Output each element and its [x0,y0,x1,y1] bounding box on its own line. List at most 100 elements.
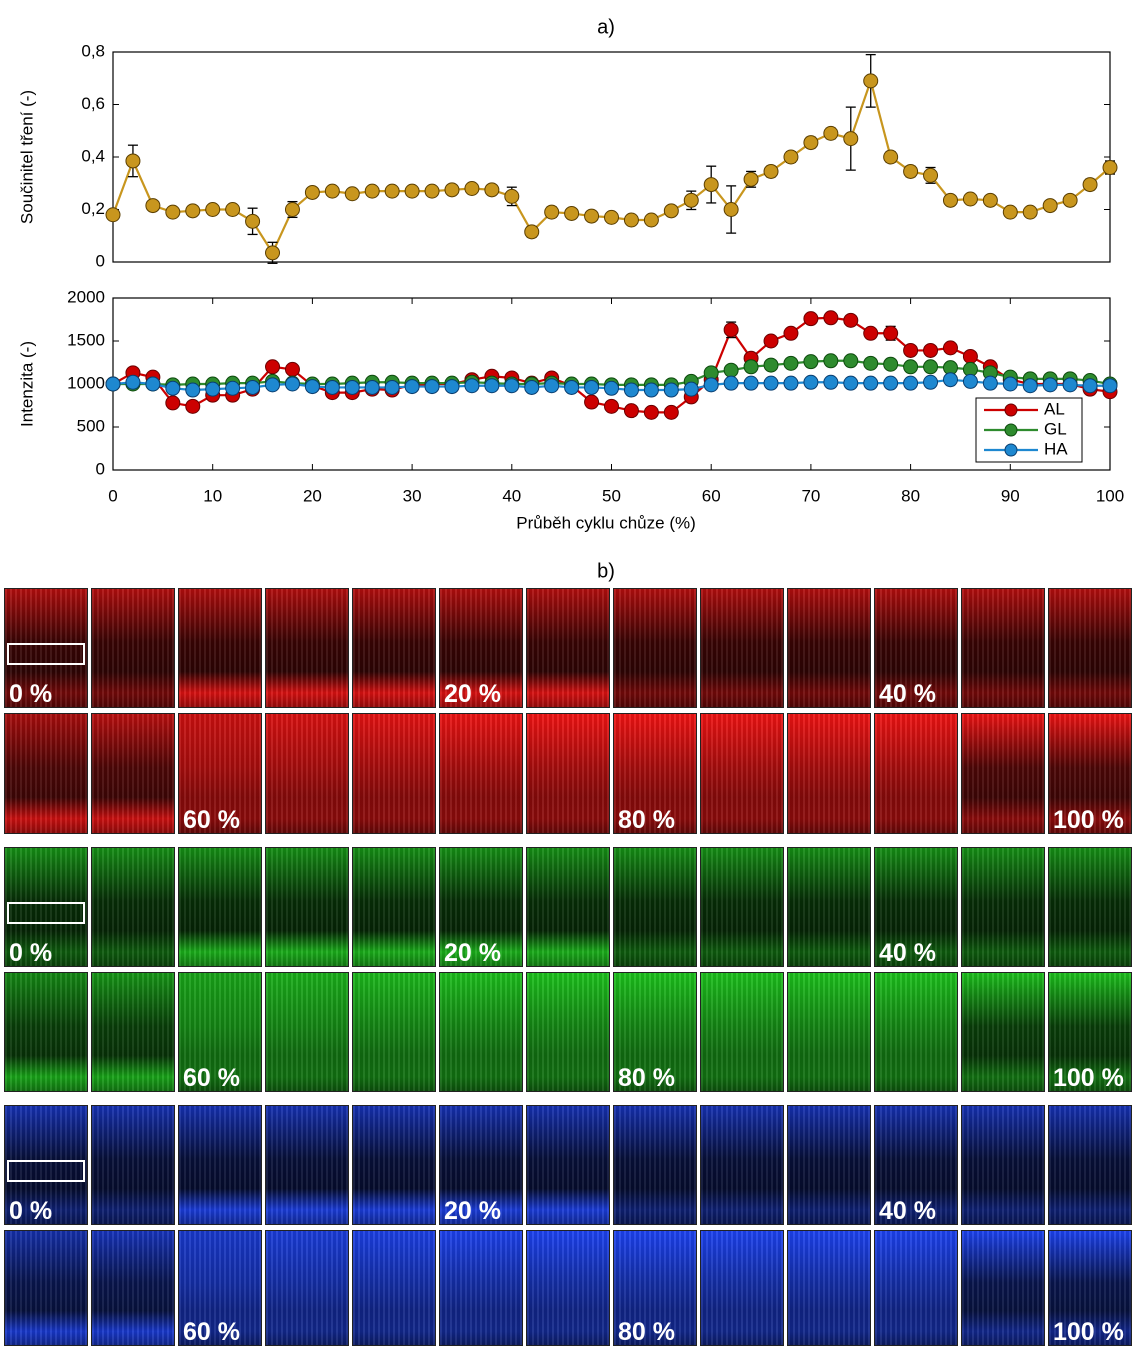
marker [783,355,799,371]
image-tile [178,1105,262,1225]
marker [564,205,580,221]
marker [424,183,440,199]
image-tile: 0 % [4,847,88,967]
image-tile: 40 % [874,847,958,967]
marker [743,375,759,391]
image-tile [787,1105,871,1225]
image-tile [265,588,349,708]
image-tile [91,588,175,708]
image-tile [961,713,1045,834]
marker [265,245,281,261]
marker [205,381,221,397]
marker [942,192,958,208]
tile-label: 0 % [9,1197,53,1225]
marker [265,377,281,393]
marker [225,380,241,396]
marker [185,203,201,219]
marker [743,171,759,187]
marker [604,380,619,396]
marker [284,376,300,392]
x-tick-label: 90 [1001,486,1020,505]
y-tick-label: 1000 [67,373,105,392]
image-tile: 60 % [178,972,262,1092]
image-tile [961,847,1045,967]
marker [444,379,460,395]
marker [903,342,919,358]
marker [1082,378,1098,394]
image-tile [961,972,1045,1092]
image-tile [4,713,88,834]
marker [464,181,480,196]
marker [863,73,879,89]
marker [544,204,560,220]
image-tile [352,847,436,967]
marker [903,375,919,391]
marker [942,372,958,388]
tile-label: 20 % [444,1197,501,1225]
panel-title: b) [597,560,615,582]
tile-label: 80 % [618,806,675,834]
image-tile [265,972,349,1092]
legend-marker [1004,403,1018,417]
marker [903,359,919,375]
marker [683,381,699,397]
y-axis-label: Součinitel tření (-) [17,90,36,224]
marker [284,202,300,217]
image-tile [4,972,88,1092]
marker [803,311,819,327]
marker [863,325,879,341]
marker [663,203,679,219]
image-tile [700,588,784,708]
marker [384,183,400,199]
marker [703,177,719,193]
marker [245,379,261,395]
marker [145,198,161,214]
image-tile: 100 % [1048,1230,1132,1346]
marker [105,207,121,223]
x-tick-label: 70 [801,486,820,505]
legend-label: AL [1044,399,1065,418]
marker [464,378,480,394]
image-tile [352,713,436,834]
image-tile [526,972,610,1092]
tile-label: 60 % [183,1318,240,1346]
y-tick-label: 0 [96,459,105,478]
legend-marker [1004,423,1018,437]
marker [843,375,859,391]
image-tile [874,713,958,834]
marker [524,379,540,395]
chart-title: a) [597,16,615,38]
marker [125,374,141,390]
image-tile [352,588,436,708]
marker [504,188,520,204]
image-tile [91,1105,175,1225]
marker [763,357,779,373]
tile-label: 20 % [444,939,501,967]
tile-label: 0 % [9,680,53,708]
marker [1022,204,1038,220]
marker [484,182,500,198]
image-tile [439,972,523,1092]
marker [384,379,400,395]
marker [364,183,380,199]
image-tile [961,1105,1045,1225]
marker [324,379,340,395]
marker [444,182,460,198]
marker [643,212,659,228]
image-tile [787,713,871,834]
image-tile [700,1230,784,1346]
marker [1002,204,1018,220]
marker [843,353,859,369]
y-tick-label: 0,8 [81,41,105,60]
image-tile [352,972,436,1092]
image-tile [700,847,784,967]
marker [344,379,360,395]
tile-label: 60 % [183,806,240,834]
tile-label: 60 % [183,1064,240,1092]
roi-box [7,1160,85,1182]
image-tile [265,847,349,967]
tile-label: 40 % [879,680,936,708]
marker [623,212,639,228]
marker [584,208,600,224]
